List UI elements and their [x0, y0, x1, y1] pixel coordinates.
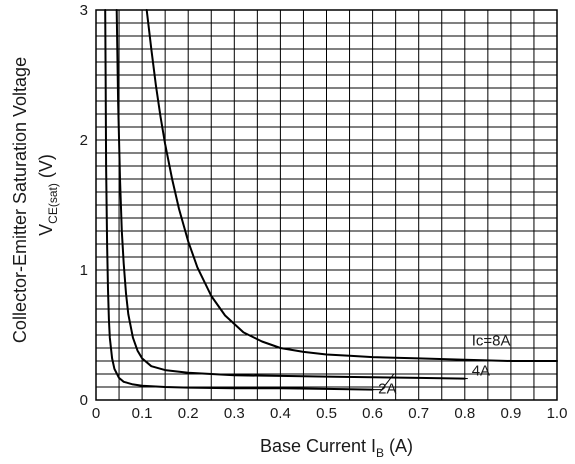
curve-label-4a: 4A — [472, 362, 490, 379]
curve-label-2a: 2A — [378, 381, 396, 398]
x-tick-label: 0.2 — [178, 405, 199, 422]
x-tick-label: 0.8 — [454, 405, 475, 422]
y-axis-label-unit: (V) — [36, 154, 56, 183]
y-tick-label: 3 — [80, 2, 88, 19]
y-axis-label-subscript: CE(sat) — [46, 183, 60, 224]
series-line-0 — [145, 9, 558, 362]
plot-frame — [95, 9, 558, 401]
x-tick-label: 0.6 — [362, 405, 383, 422]
y-tick-label: 1 — [80, 262, 88, 279]
x-axis-label-subscript: B — [376, 446, 384, 460]
x-tick-label: 0.9 — [500, 405, 521, 422]
x-axis-label-unit: (A) — [384, 436, 413, 456]
leader-2a — [372, 373, 395, 391]
label-leaders — [372, 373, 468, 391]
x-tick-label: 0.5 — [316, 405, 337, 422]
x-tick-label: 0.4 — [270, 405, 291, 422]
x-axis-label-main: Base Current I — [260, 436, 376, 456]
series-line-1 — [115, 9, 466, 380]
y-axis-label-line2: VCE(sat) (V) — [36, 154, 60, 236]
y-tick-label: 2 — [80, 132, 88, 149]
y-tick-label: 0 — [80, 392, 88, 409]
grid — [96, 10, 557, 400]
x-tick-labels: 0 0.1 0.2 0.3 0.4 0.5 0.6 0.7 0.8 0.9 1.0 — [92, 405, 568, 422]
x-tick-label: 1.0 — [547, 405, 568, 422]
x-tick-label: 0.3 — [224, 405, 245, 422]
curves — [104, 9, 558, 391]
y-axis-label-line1: Collector-Emitter Saturation Voltage — [10, 57, 30, 343]
curve-label-ic8a: Ic=8A — [472, 332, 511, 349]
y-axis-label-symbol: V — [36, 224, 56, 236]
x-tick-label: 0 — [92, 405, 100, 422]
x-tick-label: 0.1 — [132, 405, 153, 422]
x-axis-label: Base Current IB (A) — [260, 436, 413, 460]
y-tick-labels: 0 1 2 3 — [80, 2, 88, 409]
curve-labels: Ic=8A 4A 2A — [378, 332, 510, 397]
series-line-2 — [104, 9, 374, 391]
x-tick-label: 0.7 — [408, 405, 429, 422]
